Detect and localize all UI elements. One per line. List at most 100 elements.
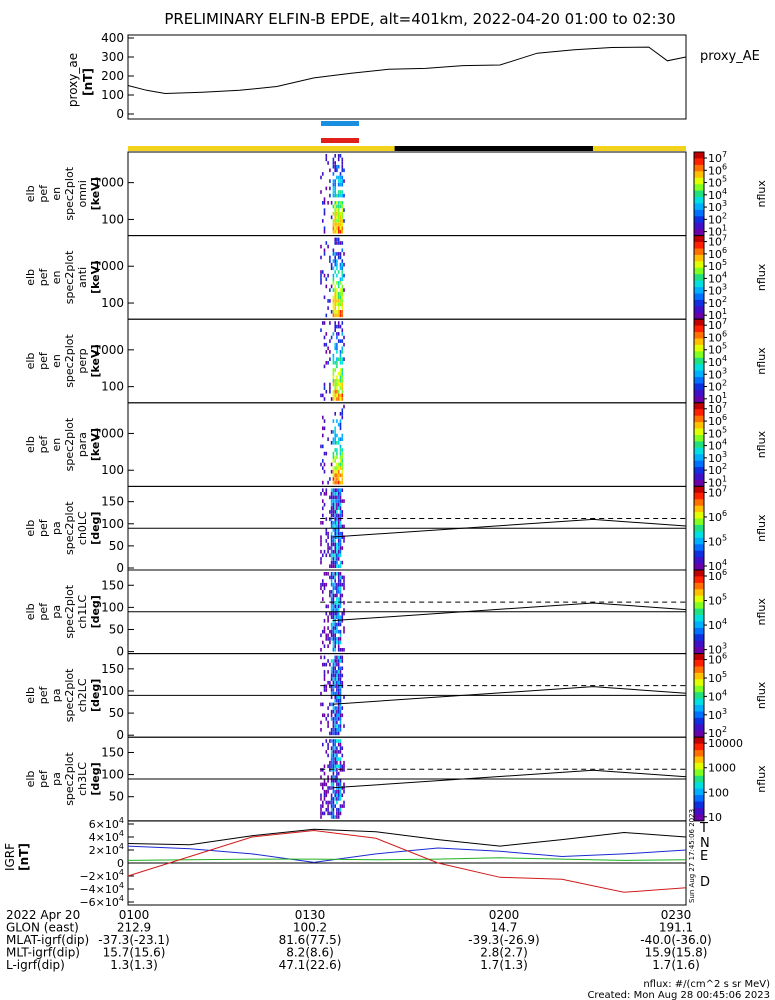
spectrogram-pixel: [343, 768, 345, 772]
spectrogram-pixel: [336, 800, 338, 805]
panel-ylabel: para: [76, 432, 89, 457]
spectrogram-pixel: [337, 680, 340, 685]
spectrogram-pixel: [325, 389, 328, 394]
colorbar-segment: [694, 753, 704, 757]
spectrogram-pixel: [339, 339, 342, 343]
colorbar-segment: [694, 367, 704, 372]
spectrogram-pixel: [334, 553, 336, 558]
spectrogram-pixel: [343, 611, 345, 616]
spectrogram-pixel: [330, 600, 333, 605]
colorbar-segment: [694, 627, 704, 632]
spectrogram-pixel: [320, 691, 322, 696]
spectrogram-pixel: [336, 695, 338, 699]
colorbar-segment: [694, 705, 704, 709]
spectrogram-pixel: [339, 629, 342, 634]
spectrogram-pixel: [332, 597, 335, 601]
colorbar-segment: [694, 271, 704, 275]
panel-ylabel: elb: [24, 353, 37, 370]
colorbar-segment: [694, 791, 704, 796]
spectrogram-pixel: [336, 211, 338, 216]
panel-ylabel: [keV]: [89, 177, 102, 210]
spectrogram-pixel: [332, 172, 335, 176]
loss-cone-line: [332, 602, 687, 622]
proxy-ae-frame: [127, 34, 687, 120]
spectrogram-pixel: [329, 389, 331, 394]
spectrogram-pixel: [320, 542, 322, 547]
spectrogram-pixel: [341, 389, 344, 394]
spectrogram-pixel: [334, 691, 336, 696]
spectrogram-pixel: [336, 659, 338, 663]
colorbar-label: nflux: [755, 347, 768, 375]
spectrogram-pixel: [343, 648, 345, 652]
colorbar-segment: [694, 483, 704, 487]
colorbar-segment: [694, 692, 704, 696]
spectrogram-pixel: [332, 746, 335, 750]
footer-value: 47.1(22.6): [279, 958, 342, 972]
spectrogram-pixel: [337, 182, 340, 187]
spectrogram-pixel: [334, 441, 336, 445]
spectrogram-pixel: [334, 662, 336, 667]
spectrogram-pixel: [337, 208, 340, 212]
spectrogram-pixel: [329, 477, 331, 481]
spectrogram-pixel: [334, 321, 336, 325]
spectrogram-pixel: [330, 746, 333, 750]
spectrogram-pixel: [332, 502, 335, 507]
spectrogram-pixel: [339, 379, 342, 383]
colorbar-segment: [694, 756, 704, 761]
spectrogram-pixel: [336, 237, 338, 242]
footer-value: 15.7(15.6): [103, 946, 166, 960]
spectrogram-pixel: [332, 673, 335, 678]
colorbar-segment: [694, 393, 704, 397]
panel-ylabel: perp: [76, 348, 89, 373]
spectrogram-pixel: [339, 768, 342, 772]
spectrogram-pixel: [322, 742, 324, 747]
colorbar-tick-label: 103: [708, 366, 727, 381]
colorbar-segment: [694, 557, 704, 561]
spectrogram-pixel: [323, 492, 326, 496]
colorbar-segment: [694, 299, 704, 304]
colorbar-segment: [694, 592, 704, 597]
spectrogram-pixel: [323, 713, 326, 718]
spectrogram-pixel: [343, 786, 345, 790]
spectrogram-pixel: [327, 361, 329, 365]
spectrogram-pixel: [339, 375, 342, 380]
spectrogram-pixel: [341, 524, 344, 529]
spectrogram-pixel: [337, 572, 340, 576]
spectrogram-pixel: [323, 793, 326, 798]
spectrogram-pixel: [341, 535, 344, 539]
footer-row-label: MLAT-igrf(dip): [6, 933, 89, 947]
spectrogram-pixel: [330, 622, 333, 627]
colorbar-tick-label: 105: [708, 533, 727, 548]
panel-ylabel: ch2LC: [76, 678, 89, 712]
panel-frame: [127, 151, 687, 237]
spectrogram-pixel: [341, 168, 344, 173]
spectrogram-pixel: [323, 462, 326, 467]
spectrogram-pixel: [330, 807, 333, 812]
spectrogram-pixel: [339, 459, 342, 463]
spectrogram-pixel: [339, 393, 342, 398]
colorbar-segment: [694, 582, 704, 587]
colorbar-segment: [694, 740, 704, 745]
spectrogram-pixel: [332, 521, 335, 525]
footer-value: 1.7(1.6): [652, 958, 700, 972]
spectrogram-pixel: [322, 800, 324, 805]
colorbar-segment: [694, 647, 704, 651]
spectrogram-pixel: [334, 815, 336, 819]
spectrogram-pixel: [341, 793, 344, 798]
spectrogram-pixel: [339, 615, 342, 619]
spectrogram-pixel: [320, 175, 322, 180]
spectrogram-pixel: [334, 412, 336, 416]
spectrogram-pixel: [330, 517, 333, 521]
spectrogram-pixel: [329, 811, 331, 816]
spectrogram-pixel: [336, 513, 338, 518]
spectrogram-pixel: [329, 739, 331, 743]
spectrogram-pixel: [336, 473, 338, 478]
colorbar-segment: [694, 811, 704, 815]
spectrogram-pixel: [334, 473, 336, 478]
colorbar-tick-label: 104: [708, 558, 727, 573]
spectrogram-pixel: [337, 201, 340, 205]
spectrogram-pixel: [339, 699, 342, 703]
spectrogram-pixel: [341, 219, 344, 223]
spectrogram-pixel: [332, 248, 335, 253]
colorbar-segment: [694, 486, 704, 491]
